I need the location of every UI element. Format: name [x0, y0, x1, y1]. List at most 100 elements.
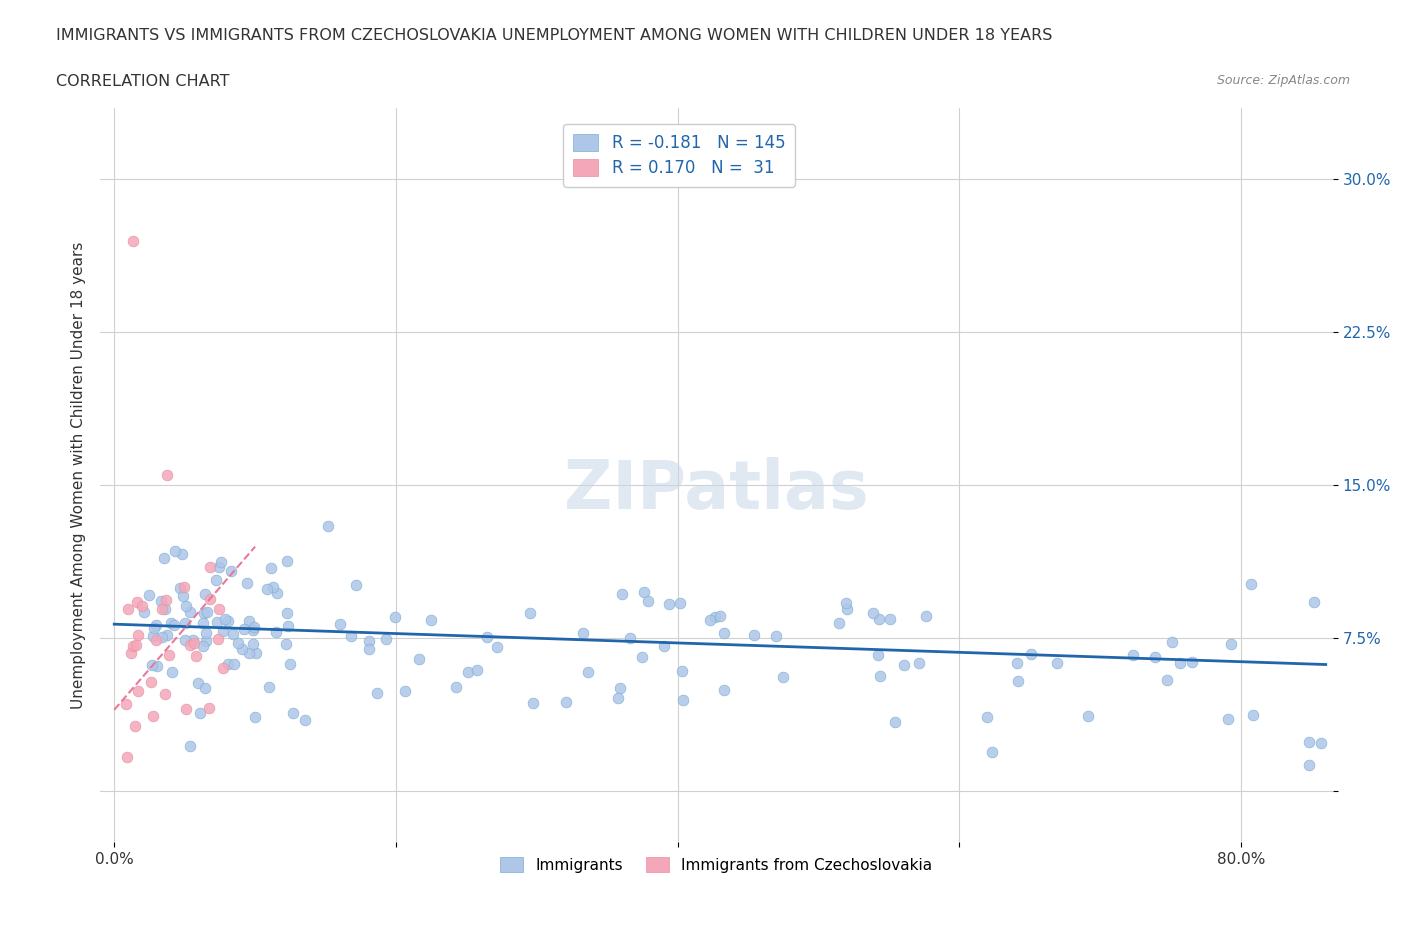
Point [576, 665, 599, 680]
Point [163, 544, 186, 559]
Point [631, 650, 654, 665]
Point [669, 596, 692, 611]
Point [209, 555, 232, 570]
Point [153, 551, 176, 565]
Point [703, 609, 725, 624]
Point [276, 553, 298, 568]
Point [238, 645, 260, 660]
Point [117, 602, 139, 617]
Point [277, 618, 299, 633]
Point [242, 620, 264, 635]
Point [329, 617, 352, 631]
Point [1046, 656, 1069, 671]
Point [915, 608, 938, 623]
Point [276, 605, 298, 620]
Point [274, 636, 297, 651]
Point [633, 585, 655, 600]
Point [174, 633, 197, 648]
Point [1168, 656, 1191, 671]
Point [127, 595, 149, 610]
Point [713, 626, 735, 641]
Point [609, 680, 631, 695]
Y-axis label: Unemployment Among Women with Children Under 18 years: Unemployment Among Women with Children U… [72, 242, 86, 709]
Point [179, 604, 201, 619]
Point [316, 519, 339, 534]
Point [150, 630, 173, 644]
Point [1298, 735, 1320, 750]
Point [1310, 736, 1333, 751]
Point [555, 694, 578, 709]
Point [242, 636, 264, 651]
Point [1241, 708, 1264, 723]
Legend: Immigrants, Immigrants from Czechoslovakia: Immigrants, Immigrants from Czechoslovak… [495, 851, 939, 879]
Point [869, 669, 891, 684]
Point [266, 624, 288, 639]
Point [243, 710, 266, 724]
Point [187, 675, 209, 690]
Point [834, 595, 856, 610]
Point [193, 638, 215, 653]
Point [156, 628, 179, 643]
Point [134, 604, 156, 619]
Point [122, 639, 145, 654]
Point [519, 606, 541, 621]
Point [446, 679, 468, 694]
Point [191, 616, 214, 631]
Point [283, 706, 305, 721]
Point [893, 658, 915, 672]
Point [1007, 656, 1029, 671]
Point [1019, 646, 1042, 661]
Point [765, 629, 787, 644]
Point [866, 647, 889, 662]
Point [879, 611, 901, 626]
Point [572, 626, 595, 641]
Point [173, 579, 195, 594]
Point [207, 632, 229, 647]
Point [256, 582, 278, 597]
Point [198, 700, 221, 715]
Point [138, 588, 160, 603]
Point [188, 705, 211, 720]
Point [222, 656, 245, 671]
Point [485, 640, 508, 655]
Point [262, 579, 284, 594]
Point [163, 618, 186, 632]
Point [1240, 577, 1263, 591]
Point [160, 616, 183, 631]
Point [658, 597, 681, 612]
Point [176, 599, 198, 614]
Point [157, 647, 180, 662]
Point [883, 714, 905, 729]
Point [120, 645, 142, 660]
Point [194, 587, 217, 602]
Point [976, 710, 998, 724]
Point [145, 618, 167, 632]
Point [1143, 649, 1166, 664]
Point [169, 580, 191, 595]
Point [194, 626, 217, 641]
Point [200, 591, 222, 606]
Point [294, 712, 316, 727]
Point [1220, 637, 1243, 652]
Point [208, 602, 231, 617]
Point [195, 633, 218, 648]
Point [1122, 647, 1144, 662]
Point [172, 589, 194, 604]
Point [339, 628, 361, 643]
Point [212, 624, 235, 639]
Point [150, 602, 173, 617]
Point [366, 685, 388, 700]
Point [671, 664, 693, 679]
Point [457, 665, 479, 680]
Point [179, 738, 201, 753]
Point [208, 559, 231, 574]
Point [1180, 654, 1202, 669]
Text: IMMIGRANTS VS IMMIGRANTS FROM CZECHOSLOVAKIA UNEMPLOYMENT AMONG WOMEN WITH CHILD: IMMIGRANTS VS IMMIGRANTS FROM CZECHOSLOV… [56, 28, 1053, 43]
Point [238, 614, 260, 629]
Point [1216, 711, 1239, 726]
Point [619, 631, 641, 645]
Point [672, 693, 695, 708]
Point [742, 628, 765, 643]
Point [1298, 757, 1320, 772]
Point [198, 560, 221, 575]
